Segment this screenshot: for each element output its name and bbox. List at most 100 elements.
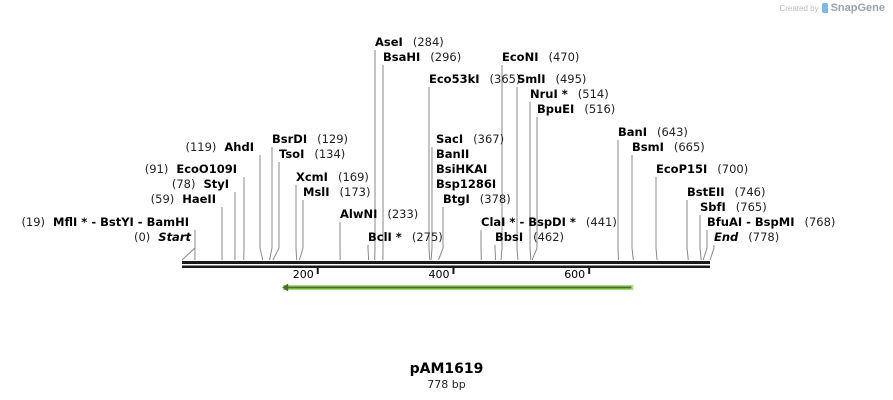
site-leader-line (298, 200, 304, 261)
site-position: (665) (673, 140, 705, 154)
backbone-top-strand (182, 261, 710, 264)
site-name: BfuAI - BspMI (707, 215, 795, 229)
site-label[interactable]: (119) AhdI (185, 140, 254, 154)
site-label[interactable]: BfuAI - BspMI (768) (707, 215, 835, 229)
site-position: (768) (804, 215, 836, 229)
site-position: (173) (339, 185, 371, 199)
site-name: AseI (375, 35, 403, 49)
site-position: (134) (314, 147, 346, 161)
site-leader-line (529, 102, 532, 261)
site-label[interactable]: BsmI (665) (632, 140, 705, 154)
site-label[interactable]: EcoNI (470) (502, 50, 579, 64)
site-leader-line (259, 155, 264, 261)
tick-label: 400 (428, 268, 450, 281)
site-label[interactable]: BanI (643) (618, 125, 688, 139)
site-name: SbfI (700, 200, 726, 214)
tick-label: 200 (292, 268, 314, 281)
site-label[interactable]: MslI (173) (303, 185, 370, 199)
site-leader-line (269, 147, 273, 261)
site-position: (59) (150, 192, 175, 206)
site-position: (462) (533, 230, 565, 244)
site-label[interactable]: EcoP15I (700) (656, 162, 748, 176)
site-leader-line (631, 155, 634, 261)
site-position: (78) (171, 177, 196, 191)
site-label[interactable]: BstEII (746) (687, 185, 765, 199)
site-name: ClaI * - BspDI * (481, 215, 576, 229)
site-label[interactable]: AseI (284) (375, 35, 444, 49)
site-name: HaeII (182, 192, 216, 206)
site-position: (441) (585, 215, 617, 229)
site-name: BsmI (632, 140, 664, 154)
backbone-bottom-strand (182, 265, 710, 268)
site-leader-line (516, 87, 519, 261)
site-position: (233) (387, 207, 419, 221)
site-leader-line (181, 245, 196, 261)
site-label[interactable]: BbsI (462) (495, 230, 564, 244)
site-position: (470) (548, 50, 580, 64)
site-name: EcoP15I (656, 162, 708, 176)
site-position: (91) (144, 162, 169, 176)
site-position: (643) (657, 125, 688, 139)
feature-arrow[interactable] (282, 283, 634, 292)
site-position: (129) (317, 132, 349, 146)
site-label[interactable]: BclI * (275) (368, 230, 443, 244)
site-label[interactable]: (19) MflI * - BstYI - BamHI (21, 215, 189, 229)
site-label[interactable]: SbfI (765) (700, 200, 767, 214)
site-label[interactable]: BsiHKAI (436, 162, 487, 176)
site-position: (495) (555, 72, 587, 86)
feature-arrowhead-icon (282, 283, 289, 292)
site-label[interactable]: TsoI (134) (279, 147, 345, 161)
site-name: BanII (436, 147, 470, 161)
site-position: (516) (584, 102, 616, 116)
site-position: (367) (473, 132, 505, 146)
site-position: (119) (185, 140, 217, 154)
site-position: (378) (479, 192, 511, 206)
site-label[interactable]: (0) Start (134, 230, 191, 244)
site-label[interactable]: ClaI * - BspDI * (441) (481, 215, 617, 229)
site-name: Eco53kI (429, 72, 480, 86)
site-leader-line (709, 245, 715, 261)
site-label[interactable]: Bsp1286I (436, 177, 496, 191)
plasmid-name: pAM1619 (409, 361, 484, 377)
snapgene-logo-icon (821, 3, 828, 13)
site-label[interactable]: (91) EcoO109I (145, 162, 237, 176)
site-position: (19) (21, 215, 46, 229)
site-label[interactable]: SacI (367) (436, 132, 504, 146)
site-label[interactable]: XcmI (169) (296, 170, 369, 184)
site-leader-line (438, 207, 444, 261)
site-position: (284) (412, 35, 444, 49)
site-label[interactable]: (78) StyI (172, 177, 229, 191)
site-name: BbsI (495, 230, 524, 244)
site-label[interactable]: BpuEI (516) (537, 102, 615, 116)
site-label[interactable]: BanII (436, 147, 469, 161)
site-label[interactable]: (59) HaeII (151, 192, 216, 206)
site-position: (765) (735, 200, 767, 214)
site-position: (169) (337, 170, 369, 184)
site-position: (746) (734, 185, 766, 199)
site-name: XcmI (296, 170, 328, 184)
site-label[interactable]: BsaHI (296) (383, 50, 461, 64)
site-position: (700) (717, 162, 749, 176)
site-position: (275) (411, 230, 443, 244)
site-name: StyI (203, 177, 229, 191)
site-label[interactable]: SmlI (495) (517, 72, 586, 86)
tick-mark (316, 268, 319, 274)
site-leader-line (295, 185, 298, 261)
site-name: BsaHI (383, 50, 421, 64)
site-name: BpuEI (537, 102, 575, 116)
site-label[interactable]: BtgI (378) (443, 192, 511, 206)
site-label[interactable]: BsrDI (129) (272, 132, 348, 146)
site-name: BanI (618, 125, 647, 139)
site-label[interactable]: AlwNI (233) (340, 207, 418, 221)
site-leader-line (494, 245, 497, 261)
site-name: EcoO109I (176, 162, 237, 176)
site-label[interactable]: Eco53kI (365) (429, 72, 520, 86)
site-leader-line (531, 117, 538, 261)
site-name: SmlI (517, 72, 546, 86)
site-label[interactable]: End (778) (714, 230, 779, 244)
site-label[interactable]: NruI * (514) (530, 87, 609, 101)
site-leader-line (500, 65, 503, 261)
site-leader-line (430, 147, 433, 261)
